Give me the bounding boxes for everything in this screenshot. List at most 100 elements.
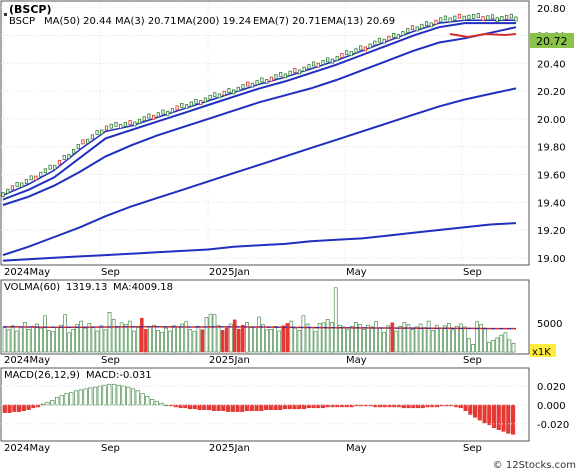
price-y-tick-label: 20.00 [537,115,566,126]
volume-bar [487,341,492,353]
price-candle [391,33,396,38]
macd-bar [263,404,269,410]
volume-bar [386,325,391,353]
macd-bar [211,404,216,411]
price-candle [57,159,62,165]
volume-bar [18,326,23,353]
volume-bar [426,320,431,353]
price-candle [109,123,113,129]
price-candle [133,121,137,127]
price-candle [104,125,109,131]
price-candle [500,15,504,21]
volume-bar [471,344,475,353]
macd-bar [373,404,378,408]
volume-bar [184,321,189,353]
volume-bar [297,330,302,353]
macd-bar [221,404,226,411]
x-axis-label: May [346,443,367,454]
volume-bar [281,325,286,353]
price-grid [1,2,529,264]
volume-bar [301,315,306,353]
price-candle [406,28,410,34]
volume-bar [422,327,427,353]
volume-bar [418,323,423,353]
volume-bar [358,324,362,353]
volume-bar [22,321,27,353]
price-candle [363,46,368,52]
price-candle [453,15,457,21]
legend-ma200: MA(200) 19.24 [177,16,251,27]
price-candle [340,53,344,58]
price-candle [283,73,288,79]
price-candle [504,14,509,20]
volume-bar [341,326,346,353]
volume-bar [10,325,15,353]
macd-bar [21,404,26,411]
volume-bar [329,321,334,353]
price-candle [344,50,349,56]
price-y-tick-label: 19.40 [537,198,566,209]
price-candle [24,179,29,184]
price-candle [29,175,33,181]
macd-y-tick-label: -0.020 [537,420,569,431]
price-candle [90,134,94,140]
ma200-line [2,87,517,257]
macd-y-tick-label: 0.020 [537,382,566,393]
volume-ma-line [3,326,516,330]
price-candle [67,153,71,159]
price-candle [288,70,292,76]
macd-bar [102,384,107,406]
volume-bar [136,327,140,353]
macd-bar [430,404,435,408]
volume-bar [491,339,496,353]
price-y-tick-label: 20.80 [537,4,566,15]
macd-bar [31,404,36,409]
price-candle [471,13,476,19]
price-candle [269,76,273,82]
volume-bar [30,325,35,353]
price-candle [217,93,222,99]
macd-bar [501,404,506,432]
volume-bar [79,320,84,353]
volume-bar [91,326,96,353]
volume-bar [345,329,350,353]
macd-histogram [2,383,516,435]
macd-bar [297,404,302,410]
volume-y-tick: 5000 [537,319,562,330]
volume-bar [317,323,322,353]
volume-bar [354,321,358,353]
price-candle [335,56,339,61]
volume-bar [59,324,63,353]
volume-bar [406,324,411,353]
price-candle [415,26,419,32]
macd-bar [268,404,273,410]
volume-bars [2,287,516,353]
price-candle [368,43,372,49]
price-candle [10,185,14,191]
macd-bar [259,404,264,411]
price-candle [170,108,174,113]
volume-bar [370,326,374,353]
long-ma-line [2,222,517,262]
legend-ema13: EMA(13) 20.69 [321,16,395,27]
volume-bar [321,322,326,353]
price-candle [86,138,90,144]
macd-bar [382,404,387,408]
price-candle [208,94,212,100]
macd-bar [88,387,93,406]
price-candle [330,58,335,64]
price-candle [429,22,433,28]
volume-bar [277,330,282,353]
volume-bar [463,326,467,353]
volume-bar [378,327,383,353]
macd-bar [126,386,131,406]
price-candle [128,120,132,125]
volume-bar [172,325,177,353]
volume-bar [156,330,160,353]
footer-credit: © 12Stocks.com [493,460,576,471]
last-price-background [530,33,574,48]
price-candle [359,45,363,51]
macd-bar [226,404,231,412]
price-y-tick-label: 19.60 [537,170,566,181]
x-axis-label: Sep [463,355,482,366]
